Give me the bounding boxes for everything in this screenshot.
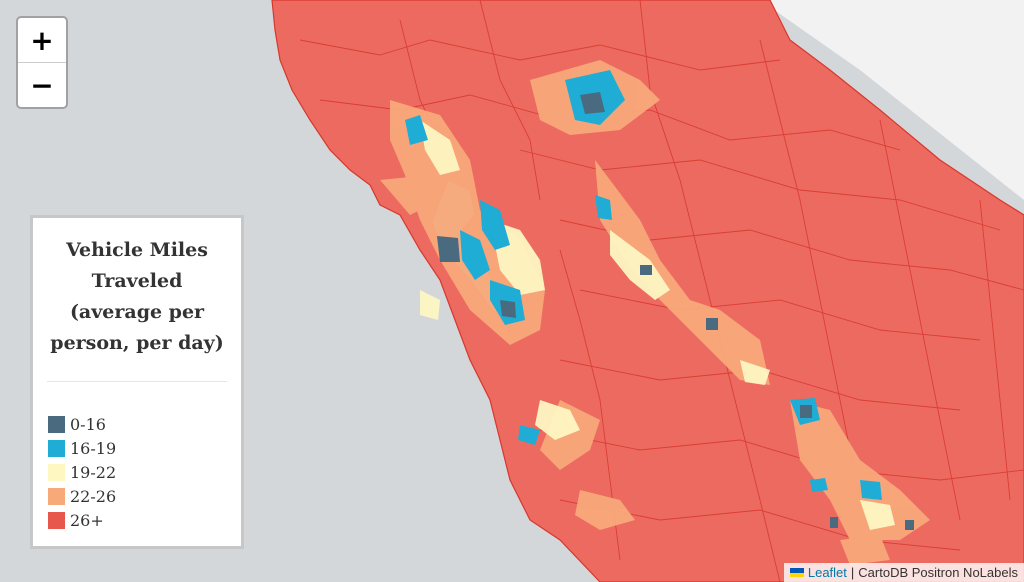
zoom-control: + − <box>16 16 68 109</box>
legend-title: Vehicle Miles Traveled (average per pers… <box>43 235 231 359</box>
legend-item: 0-16 <box>48 412 241 436</box>
legend-label: 16-19 <box>70 438 117 458</box>
legend-swatch <box>48 487 65 505</box>
legend-swatch <box>48 463 65 481</box>
legend-item: 19-22 <box>48 460 241 484</box>
legend-title-line: Vehicle Miles <box>66 239 208 261</box>
legend-divider <box>47 381 227 382</box>
legend-item: 16-19 <box>48 436 241 460</box>
ukraine-flag-icon <box>789 568 804 577</box>
legend-swatch <box>48 439 65 457</box>
legend-label: 26+ <box>70 510 104 530</box>
legend-panel: Vehicle Miles Traveled (average per pers… <box>30 215 244 549</box>
legend-label: 19-22 <box>70 462 117 482</box>
legend-list: 0-16 16-19 19-22 22-26 26+ <box>48 412 241 532</box>
legend-title-line: person, per day) <box>50 332 224 354</box>
legend-item: 22-26 <box>48 484 241 508</box>
outside-land <box>760 0 1024 200</box>
legend-title-line: (average per <box>69 301 205 323</box>
basemap-credit: CartoDB Positron NoLabels <box>858 565 1018 580</box>
legend-item: 26+ <box>48 508 241 532</box>
vmt-16-19-areas <box>405 70 882 500</box>
legend-label: 0-16 <box>70 414 106 434</box>
leaflet-link[interactable]: Leaflet <box>807 565 847 580</box>
map-attribution: Leaflet | CartoDB Positron NoLabels <box>783 563 1024 582</box>
zoom-out-button[interactable]: − <box>18 62 66 107</box>
legend-swatch <box>48 511 65 529</box>
legend-swatch <box>48 415 65 433</box>
vmt-0-16-areas <box>437 92 914 530</box>
tract-boundaries <box>299 0 1024 582</box>
legend-title-line: Traveled <box>91 270 183 292</box>
attribution-separator: | <box>850 565 855 580</box>
zoom-in-button[interactable]: + <box>30 23 54 57</box>
legend-label: 22-26 <box>70 486 117 506</box>
